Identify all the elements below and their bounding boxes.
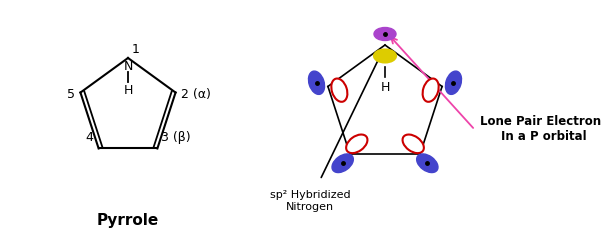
Ellipse shape: [374, 27, 396, 40]
Ellipse shape: [331, 79, 347, 102]
Ellipse shape: [308, 71, 325, 94]
Text: 3 (β): 3 (β): [162, 131, 191, 144]
Ellipse shape: [423, 79, 439, 102]
Text: sp² Hybridized
Nitrogen: sp² Hybridized Nitrogen: [270, 190, 350, 212]
Text: Pyrrole: Pyrrole: [97, 213, 159, 228]
Text: 5: 5: [67, 88, 76, 101]
Ellipse shape: [416, 154, 438, 173]
Text: H: H: [123, 84, 133, 97]
Text: 1: 1: [132, 43, 140, 56]
Text: N: N: [123, 60, 133, 73]
Ellipse shape: [374, 49, 396, 63]
Ellipse shape: [332, 154, 353, 173]
Text: H: H: [380, 81, 389, 94]
Text: 2 (α): 2 (α): [180, 88, 210, 101]
Text: Lone Pair Electrons
In a P orbital: Lone Pair Electrons In a P orbital: [480, 115, 601, 143]
Ellipse shape: [346, 135, 367, 153]
Ellipse shape: [403, 135, 424, 153]
Ellipse shape: [445, 71, 462, 94]
Text: 4: 4: [86, 131, 94, 144]
